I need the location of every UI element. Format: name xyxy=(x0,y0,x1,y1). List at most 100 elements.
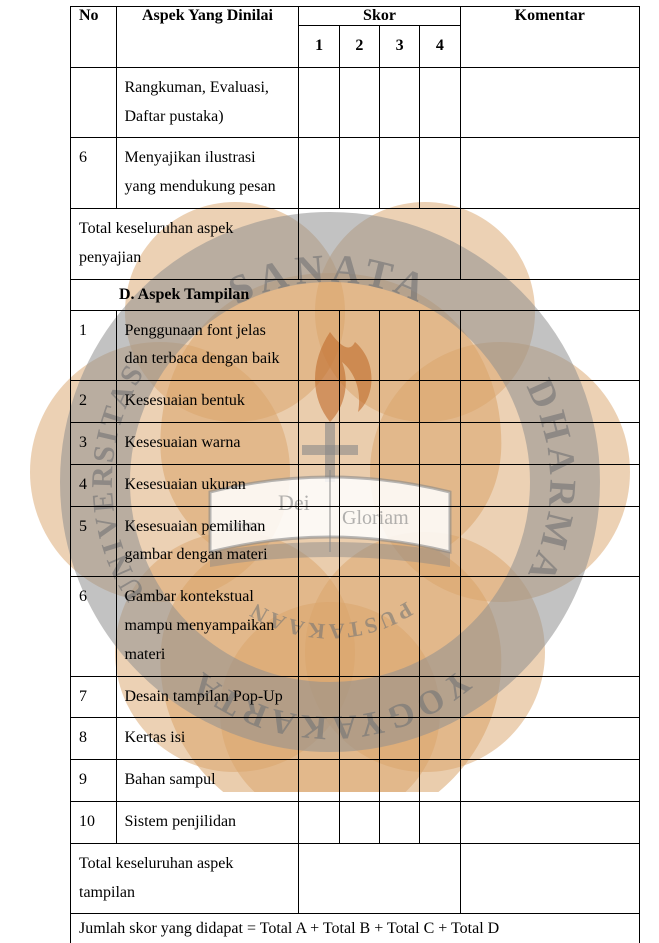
table-row: 2 Kesesuaian bentuk xyxy=(71,381,640,423)
hdr-aspek: Aspek Yang Dinilai xyxy=(116,7,299,68)
cell-komentar xyxy=(460,138,639,209)
cell-komentar xyxy=(460,801,639,843)
cell-no: 8 xyxy=(71,718,117,760)
cell-skor xyxy=(299,67,339,138)
cell-aspek: Bahan sampul xyxy=(116,760,299,802)
cell-skor xyxy=(299,676,339,718)
cell-skor xyxy=(380,310,420,381)
cell-no: 9 xyxy=(71,760,117,802)
cell-no xyxy=(71,67,117,138)
cell-skor xyxy=(299,760,339,802)
cell-skor xyxy=(339,422,379,464)
cell-komentar xyxy=(460,381,639,423)
hdr-s1: 1 xyxy=(299,26,339,68)
total-c-kom xyxy=(460,208,639,279)
cell-skor xyxy=(299,310,339,381)
cell-skor xyxy=(420,718,460,760)
cell-skor xyxy=(299,381,339,423)
cell-komentar xyxy=(460,422,639,464)
cell-skor xyxy=(380,801,420,843)
cell-skor xyxy=(339,67,379,138)
cell-aspek: Desain tampilan Pop-Up xyxy=(116,676,299,718)
cell-komentar xyxy=(460,577,639,676)
table-row: Rangkuman, Evaluasi, Daftar pustaka) xyxy=(71,67,640,138)
cell-skor xyxy=(339,464,379,506)
cell-skor xyxy=(420,381,460,423)
cell-skor xyxy=(380,718,420,760)
cell-no: 2 xyxy=(71,381,117,423)
cell-no: 4 xyxy=(71,464,117,506)
cell-skor xyxy=(299,138,339,209)
sum-label: Jumlah skor yang didapat = Total A + Tot… xyxy=(71,914,640,943)
cell-skor xyxy=(299,506,339,577)
cell-skor xyxy=(380,138,420,209)
cell-skor xyxy=(339,676,379,718)
cell-skor xyxy=(339,310,379,381)
cell-skor xyxy=(380,760,420,802)
cell-skor xyxy=(299,718,339,760)
cell-no: 1 xyxy=(71,310,117,381)
cell-skor xyxy=(339,801,379,843)
table-row: 6 Menyajikan ilustrasi yang mendukung pe… xyxy=(71,138,640,209)
cell-aspek: Rangkuman, Evaluasi, Daftar pustaka) xyxy=(116,67,299,138)
cell-skor xyxy=(420,310,460,381)
cell-skor xyxy=(380,577,420,676)
total-c-label: Total keseluruhan aspek penyajian xyxy=(71,208,299,279)
table-row: 6 Gambar kontekstual mampu menyampaikan … xyxy=(71,577,640,676)
hdr-s2: 2 xyxy=(339,26,379,68)
cell-aspek: Kesesuaian ukuran xyxy=(116,464,299,506)
cell-skor xyxy=(380,381,420,423)
hdr-s3: 3 xyxy=(380,26,420,68)
cell-no: 6 xyxy=(71,138,117,209)
cell-aspek: Kesesuaian warna xyxy=(116,422,299,464)
cell-no: 3 xyxy=(71,422,117,464)
table-row: 5 Kesesuaian pemilihan gambar dengan mat… xyxy=(71,506,640,577)
cell-skor xyxy=(420,464,460,506)
cell-skor xyxy=(420,138,460,209)
cell-skor xyxy=(299,801,339,843)
table-row: 8 Kertas isi xyxy=(71,718,640,760)
cell-skor xyxy=(420,760,460,802)
cell-skor xyxy=(420,801,460,843)
hdr-skor: Skor xyxy=(299,7,460,26)
cell-skor xyxy=(420,676,460,718)
cell-no: 7 xyxy=(71,676,117,718)
cell-skor xyxy=(339,381,379,423)
cell-skor xyxy=(380,422,420,464)
cell-skor xyxy=(420,577,460,676)
cell-skor xyxy=(380,67,420,138)
table-row: 4 Kesesuaian ukuran xyxy=(71,464,640,506)
cell-skor xyxy=(380,506,420,577)
cell-komentar xyxy=(460,760,639,802)
table-header-row-1: No Aspek Yang Dinilai Skor Komentar xyxy=(71,7,640,26)
cell-skor xyxy=(339,506,379,577)
assessment-table: No Aspek Yang Dinilai Skor Komentar 1 2 … xyxy=(70,6,640,943)
cell-skor xyxy=(339,718,379,760)
hdr-komentar: Komentar xyxy=(460,7,639,68)
sum-row: Jumlah skor yang didapat = Total A + Tot… xyxy=(71,914,640,943)
table-row: 1 Penggunaan font jelas dan terbaca deng… xyxy=(71,310,640,381)
cell-aspek: Gambar kontekstual mampu menyampaikan ma… xyxy=(116,577,299,676)
table-row: 9 Bahan sampul xyxy=(71,760,640,802)
cell-skor xyxy=(299,464,339,506)
hdr-no: No xyxy=(71,7,117,68)
section-d-label: D. Aspek Tampilan xyxy=(71,279,640,310)
cell-no: 10 xyxy=(71,801,117,843)
section-d-row: D. Aspek Tampilan xyxy=(71,279,640,310)
total-row-c: Total keseluruhan aspek penyajian xyxy=(71,208,640,279)
cell-no: 5 xyxy=(71,506,117,577)
cell-aspek: Kertas isi xyxy=(116,718,299,760)
cell-aspek: Sistem penjilidan xyxy=(116,801,299,843)
cell-skor xyxy=(299,422,339,464)
table-row: 10 Sistem penjilidan xyxy=(71,801,640,843)
cell-skor xyxy=(420,422,460,464)
cell-aspek: Menyajikan ilustrasi yang mendukung pesa… xyxy=(116,138,299,209)
cell-komentar xyxy=(460,67,639,138)
cell-skor xyxy=(420,67,460,138)
total-d-label: Total keseluruhan aspek tampilan xyxy=(71,843,299,914)
cell-no: 6 xyxy=(71,577,117,676)
cell-aspek: Kesesuaian bentuk xyxy=(116,381,299,423)
cell-skor xyxy=(380,676,420,718)
cell-skor xyxy=(420,506,460,577)
total-c-skor xyxy=(299,208,460,279)
